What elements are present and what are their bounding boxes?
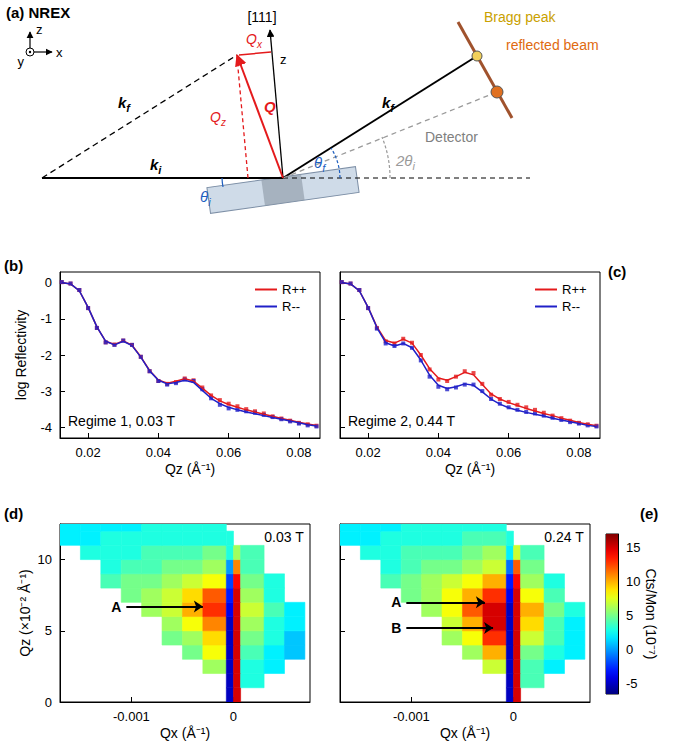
svg-text:-1: -1 — [40, 311, 52, 326]
svg-text:Regime 2, 0.44 T: Regime 2, 0.44 T — [348, 413, 456, 429]
svg-text:R--: R-- — [282, 299, 300, 314]
svg-text:0.06: 0.06 — [216, 445, 241, 460]
svg-text:Regime 1, 0.03 T: Regime 1, 0.03 T — [68, 413, 176, 429]
svg-text:z: z — [280, 52, 287, 67]
svg-text:0: 0 — [626, 642, 633, 657]
svg-text:0.02: 0.02 — [355, 445, 380, 460]
svg-text:kf: kf — [382, 94, 395, 114]
svg-text:x: x — [56, 45, 63, 60]
svg-text:0.04: 0.04 — [146, 445, 171, 460]
svg-text:A: A — [111, 599, 121, 615]
svg-text:10: 10 — [38, 552, 52, 567]
svg-text:A: A — [391, 594, 401, 610]
svg-text:(a) NREX: (a) NREX — [6, 4, 70, 21]
svg-text:Cts/Mon (10⁻⁷): Cts/Mon (10⁻⁷) — [643, 569, 659, 660]
svg-text:10: 10 — [626, 574, 640, 589]
svg-text:0: 0 — [45, 695, 52, 710]
svg-text:-2: -2 — [40, 348, 52, 363]
svg-text:0.02: 0.02 — [75, 445, 100, 460]
svg-text:0: 0 — [45, 275, 52, 290]
svg-text:Detector: Detector — [425, 129, 478, 145]
svg-text:Qx: Qx — [246, 31, 263, 50]
svg-text:Qz (×10⁻² Å⁻¹): Qz (×10⁻² Å⁻¹) — [17, 569, 33, 656]
svg-text:θf: θf — [314, 154, 326, 174]
svg-text:ki: ki — [150, 156, 162, 176]
svg-text:R++: R++ — [282, 282, 307, 297]
svg-text:0.03 T: 0.03 T — [264, 529, 304, 545]
svg-text:-0.001: -0.001 — [113, 709, 150, 724]
svg-text:(e): (e) — [640, 505, 658, 522]
svg-text:Qz: Qz — [210, 109, 226, 128]
svg-text:0: 0 — [510, 709, 517, 724]
svg-text:-5: -5 — [626, 676, 638, 691]
svg-text:2θi: 2θi — [395, 152, 415, 172]
svg-text:Qx (Å⁻¹): Qx (Å⁻¹) — [160, 725, 210, 741]
svg-text:0: 0 — [230, 709, 237, 724]
svg-text:15: 15 — [626, 540, 640, 555]
svg-text:kf: kf — [118, 94, 131, 114]
svg-text:R--: R-- — [562, 299, 580, 314]
svg-text:-4: -4 — [40, 420, 52, 435]
svg-text:0.24 T: 0.24 T — [544, 529, 584, 545]
svg-text:5: 5 — [626, 608, 633, 623]
svg-text:B: B — [391, 620, 401, 636]
svg-text:(b): (b) — [4, 257, 23, 274]
svg-text:Qx (Å⁻¹): Qx (Å⁻¹) — [440, 725, 490, 741]
svg-text:[111]: [111] — [247, 9, 276, 25]
svg-text:Q: Q — [264, 98, 276, 115]
svg-text:0.04: 0.04 — [426, 445, 451, 460]
svg-text:0.08: 0.08 — [566, 445, 591, 460]
svg-text:Bragg peak: Bragg peak — [484, 9, 557, 25]
svg-text:R++: R++ — [562, 282, 587, 297]
svg-text:reflected beam: reflected beam — [506, 37, 599, 53]
svg-text:log Reflectivity: log Reflectivity — [13, 310, 29, 400]
svg-text:0.08: 0.08 — [286, 445, 311, 460]
svg-text:(c): (c) — [608, 263, 626, 280]
svg-text:Qz (Å⁻¹): Qz (Å⁻¹) — [445, 461, 495, 477]
svg-text:y: y — [18, 54, 25, 69]
svg-text:θi: θi — [200, 188, 211, 208]
svg-text:5: 5 — [45, 623, 52, 638]
svg-text:(d): (d) — [4, 505, 23, 522]
svg-text:-3: -3 — [40, 384, 52, 399]
svg-text:z: z — [36, 22, 43, 37]
svg-text:-0.001: -0.001 — [393, 709, 430, 724]
svg-text:Qz (Å⁻¹): Qz (Å⁻¹) — [165, 461, 215, 477]
svg-text:0.06: 0.06 — [496, 445, 521, 460]
